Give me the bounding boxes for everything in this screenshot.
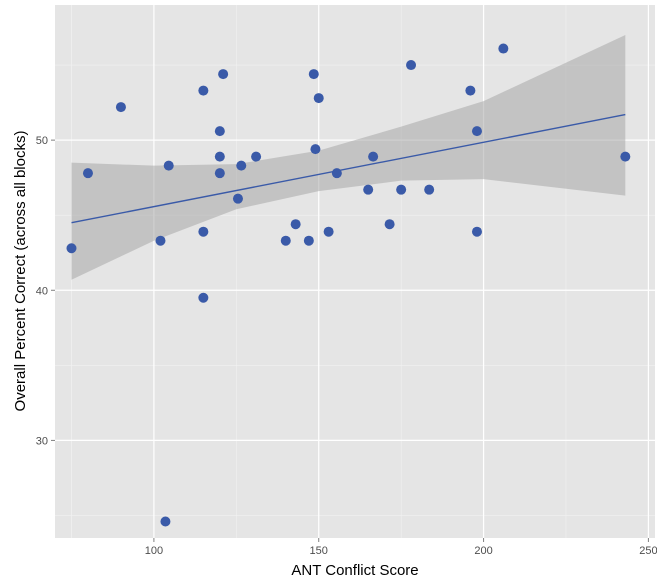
regression-line <box>71 113 626 224</box>
data-point <box>163 160 174 171</box>
data-point <box>313 93 324 104</box>
data-point <box>620 151 631 162</box>
data-point <box>155 235 166 246</box>
data-point <box>214 126 225 137</box>
data-point <box>218 69 229 80</box>
data-point <box>232 193 243 204</box>
data-point <box>198 226 209 237</box>
y-axis-title: Overall Percent Correct (across all bloc… <box>12 131 29 412</box>
data-point <box>251 151 262 162</box>
y-tick-label: 50 <box>36 135 48 147</box>
data-point <box>471 226 482 237</box>
data-point <box>310 144 321 155</box>
data-point <box>198 292 209 303</box>
data-point <box>406 60 417 71</box>
data-point <box>396 184 407 195</box>
x-axis-title: ANT Conflict Score <box>291 562 418 579</box>
data-point <box>384 219 395 230</box>
x-tick-label: 100 <box>145 545 163 557</box>
data-point <box>160 516 171 527</box>
data-point <box>465 85 476 96</box>
data-point <box>236 160 247 171</box>
x-tick-label: 200 <box>474 545 492 557</box>
data-point <box>115 102 126 113</box>
y-tick-label: 40 <box>36 285 48 297</box>
x-tick-label: 250 <box>639 545 657 557</box>
y-axis-ticks: 30 40 50 <box>36 135 55 447</box>
data-points <box>66 43 631 527</box>
data-point <box>323 226 334 237</box>
x-tick-label: 150 <box>310 545 328 557</box>
x-axis-ticks: 100 150 200 250 <box>145 538 657 557</box>
data-point <box>303 235 314 246</box>
data-point <box>290 219 301 230</box>
data-point <box>471 126 482 137</box>
data-point <box>214 151 225 162</box>
data-point <box>424 184 435 195</box>
confidence-band <box>71 35 626 280</box>
data-point <box>214 168 225 179</box>
data-point <box>363 184 374 195</box>
data-point <box>66 243 77 254</box>
data-point <box>280 235 291 246</box>
data-point <box>368 151 379 162</box>
data-point <box>308 69 319 80</box>
data-point <box>498 43 509 54</box>
data-point <box>331 168 342 179</box>
data-point <box>82 168 93 179</box>
y-tick-label: 30 <box>36 435 48 447</box>
data-point <box>198 85 209 96</box>
